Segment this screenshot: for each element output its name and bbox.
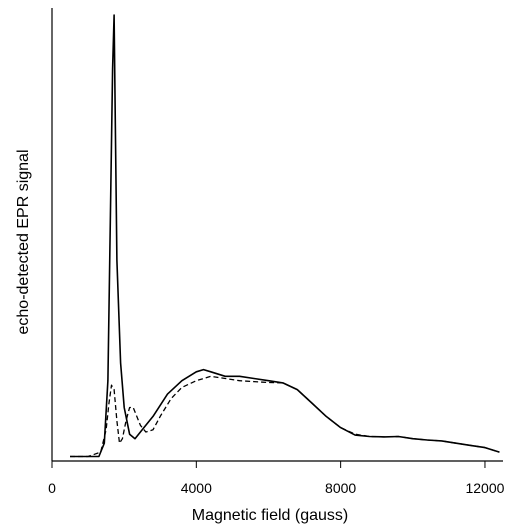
x-tick-label: 4000 <box>181 480 212 496</box>
series-line-solid <box>70 14 500 458</box>
x-tick-label: 0 <box>48 480 56 496</box>
x-axis: 0 4000 8000 12000 <box>48 460 505 496</box>
x-axis-title: Magnetic field (gauss) <box>192 507 349 524</box>
y-axis-title: echo-detected EPR signal <box>15 150 32 335</box>
series-line-dashed <box>70 375 500 458</box>
plot-area <box>70 14 500 458</box>
x-tick-label: 12000 <box>465 480 504 496</box>
x-tick-label: 8000 <box>325 480 356 496</box>
